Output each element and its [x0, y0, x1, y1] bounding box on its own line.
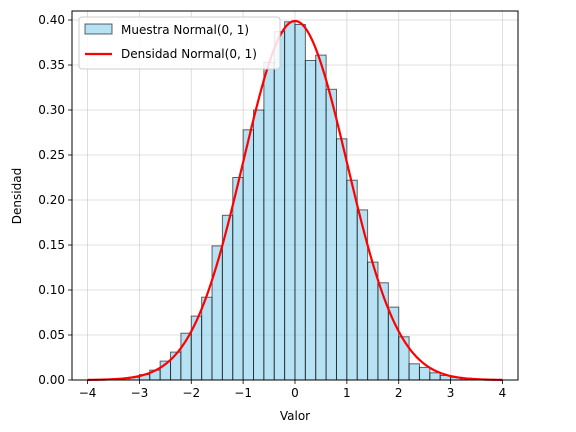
legend-swatch-histogram: [84, 23, 113, 35]
x-tick-label: 3: [447, 386, 455, 400]
x-tick-label: 2: [395, 386, 403, 400]
histogram-bar: [201, 296, 213, 381]
legend: Muestra Normal(0, 1) Densidad Normal(0, …: [78, 16, 281, 70]
histogram-bar: [398, 336, 410, 381]
x-tick-label: −3: [131, 386, 149, 400]
x-tick-label: −2: [182, 386, 200, 400]
legend-box: [78, 16, 281, 70]
x-axis-label: Valor: [280, 409, 310, 423]
histogram-bar: [284, 21, 296, 381]
histogram-bar: [253, 109, 265, 381]
legend-label-histogram: Muestra Normal(0, 1): [121, 23, 249, 37]
histogram-bar: [325, 88, 337, 381]
histogram-bar: [294, 24, 306, 381]
histogram-bar: [408, 363, 420, 381]
x-tick-label: 0: [291, 386, 299, 400]
histogram-bar: [418, 366, 431, 381]
x-tick-label: −1: [234, 386, 252, 400]
y-tick-label: 0.40: [38, 13, 65, 27]
x-tick-label: −4: [79, 386, 97, 400]
x-axis-ticks: −4 −3 −2 −1 0 1 2 3 4: [79, 380, 507, 400]
x-tick-label: 4: [499, 386, 507, 400]
legend-label-curve: Densidad Normal(0, 1): [121, 47, 257, 61]
y-tick-label: 0.25: [38, 148, 65, 162]
histogram-bar: [367, 261, 379, 381]
y-tick-label: 0.15: [38, 238, 65, 252]
y-tick-label: 0.30: [38, 103, 65, 117]
histogram-bar: [263, 61, 275, 381]
histogram-bar: [232, 177, 244, 381]
y-tick-label: 0.10: [38, 283, 65, 297]
histogram-bar: [242, 129, 255, 381]
histogram-bar: [335, 138, 348, 381]
histogram-bars: [128, 21, 472, 381]
y-tick-label: 0.00: [38, 373, 65, 387]
histogram-bar: [346, 179, 358, 381]
y-axis-ticks: 0.00 0.05 0.10 0.15 0.20 0.25 0.30 0.35 0.40: [38, 13, 72, 387]
histogram-bar: [387, 306, 400, 381]
histogram-bar: [190, 315, 203, 381]
histogram-bar: [273, 31, 286, 381]
x-tick-label: 1: [343, 386, 351, 400]
histogram-bar: [429, 372, 441, 381]
histogram-bar: [304, 60, 317, 381]
density-curve: [87, 19, 503, 381]
y-axis-label: Densidad: [10, 168, 24, 224]
y-tick-label: 0.20: [38, 193, 65, 207]
histogram-bar: [315, 54, 327, 381]
y-tick-label: 0.05: [38, 328, 65, 342]
histogram-bar: [170, 351, 182, 381]
y-tick-label: 0.35: [38, 58, 65, 72]
